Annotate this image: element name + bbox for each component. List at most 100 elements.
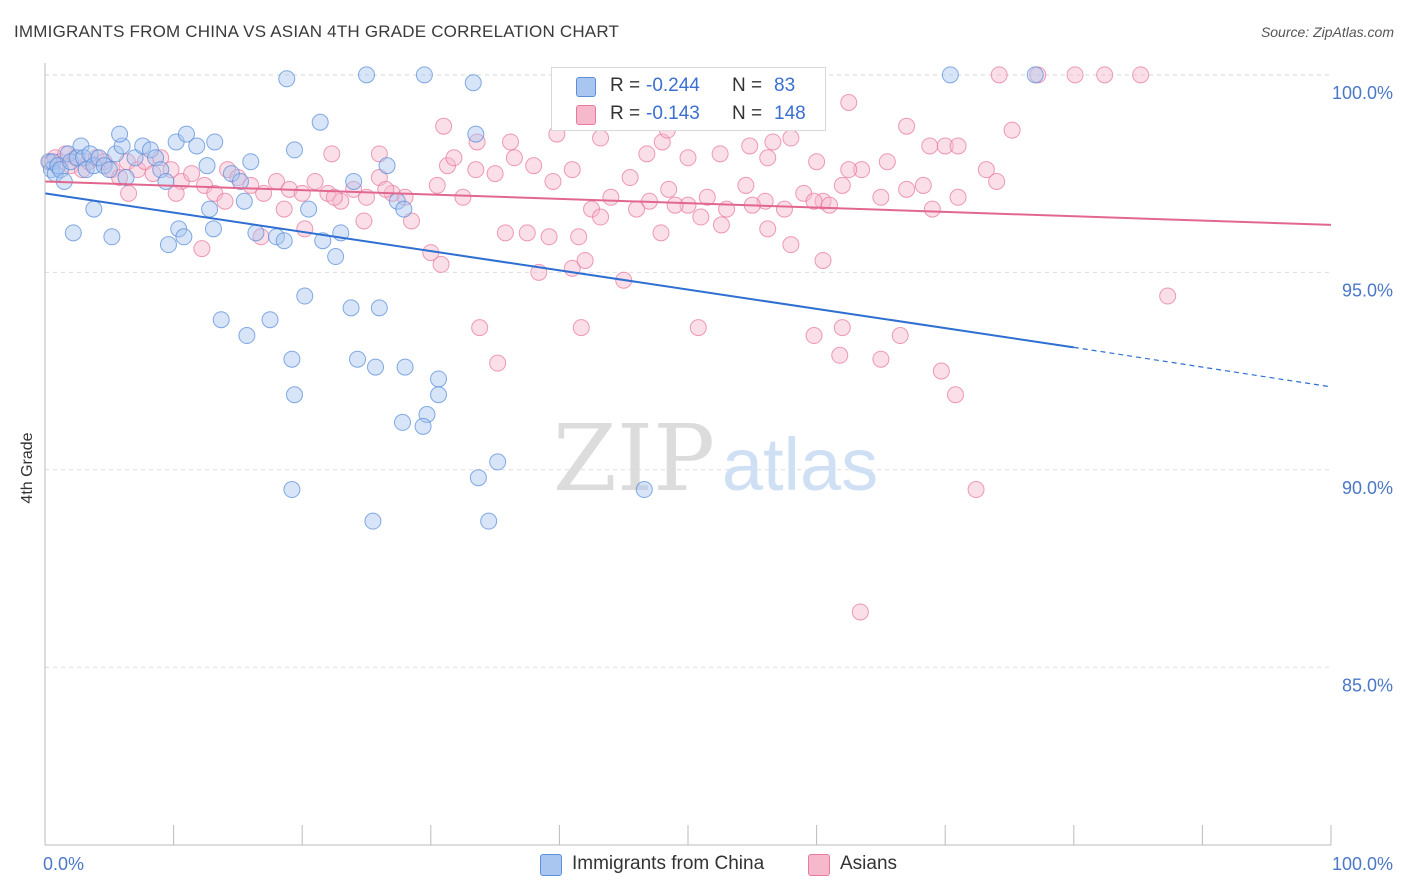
asians-point (505, 149, 523, 167)
asians-point (296, 220, 314, 238)
y-tick-label: 90.0% (1342, 478, 1393, 498)
china-point (275, 232, 293, 250)
china-point (212, 311, 230, 329)
china-point (367, 358, 385, 376)
asians-point (898, 180, 916, 198)
asians-point (782, 129, 800, 147)
asians-point (833, 319, 851, 337)
china-point (117, 169, 135, 187)
china-point (285, 141, 303, 159)
asians-point (323, 145, 341, 163)
legend-swatch-pink (576, 105, 596, 125)
asians-point (502, 133, 520, 151)
asians-point (689, 319, 707, 337)
china-point (201, 200, 219, 218)
asians-point (570, 228, 588, 246)
asians-point (370, 145, 388, 163)
china-point (489, 453, 507, 471)
china-point (469, 469, 487, 487)
asians-point (878, 153, 896, 171)
china-point (204, 220, 222, 238)
asians-point (692, 208, 710, 226)
asians-point (977, 161, 995, 179)
asians-point (275, 200, 293, 218)
trend-lines (44, 180, 1332, 388)
china-point (77, 161, 95, 179)
china-point (345, 172, 363, 190)
asians-point (432, 255, 450, 273)
data-points (40, 66, 1177, 621)
china-point (296, 287, 314, 305)
x-tick-label: 100.0% (1332, 854, 1393, 874)
asians-point (1132, 66, 1150, 84)
china-point (480, 512, 498, 530)
asians-point (851, 603, 869, 621)
asians-point (306, 172, 324, 190)
asians-point (652, 224, 670, 242)
asians-point (759, 149, 777, 167)
asians-point (759, 220, 777, 238)
asians-point (193, 240, 211, 258)
asians-point (923, 200, 941, 218)
y-tick-label: 85.0% (1342, 675, 1393, 695)
asians-point (540, 228, 558, 246)
asians-point (120, 184, 138, 202)
asians-point (741, 137, 759, 155)
watermark-atlas: atlas (722, 423, 878, 506)
asians-point (592, 208, 610, 226)
asians-point (967, 481, 985, 499)
china-point (941, 66, 959, 84)
china-point (157, 172, 175, 190)
china-point (261, 311, 279, 329)
asians-point (949, 137, 967, 155)
china-point (396, 358, 414, 376)
asians-point (403, 212, 421, 230)
china-point (378, 157, 396, 175)
china-point (103, 228, 121, 246)
china-point (327, 248, 345, 266)
asians-point (840, 93, 858, 111)
china-point (278, 70, 296, 88)
asians-point (638, 145, 656, 163)
china-point (283, 350, 301, 368)
asians-point (445, 149, 463, 167)
asians-point (949, 188, 967, 206)
asians-point (518, 224, 536, 242)
china-point (430, 386, 448, 404)
asians-point (572, 319, 590, 337)
china-point (348, 350, 366, 368)
zipatlas-watermark: ZIP atlas (553, 405, 878, 512)
china-point (394, 413, 412, 431)
china-point (188, 137, 206, 155)
china-point (238, 327, 256, 345)
china-point (414, 417, 432, 435)
legend-r-value: -0.244 (646, 75, 700, 96)
asians-point (831, 346, 849, 364)
china-point (206, 133, 224, 151)
legend-n-value: 148 (774, 103, 806, 124)
china-point (370, 299, 388, 317)
asians-point (914, 176, 932, 194)
asians-point (525, 157, 543, 175)
legend-n-label: N = (732, 75, 763, 96)
asians-point (990, 66, 1008, 84)
asians-point (921, 137, 939, 155)
legend-n-label: N = (732, 103, 763, 124)
asians-point (872, 350, 890, 368)
asians-point (805, 327, 823, 345)
china-point (358, 66, 375, 84)
asians-point (711, 145, 729, 163)
asians-point (467, 161, 485, 179)
series-legend: Immigrants from China Asians (0, 853, 1406, 877)
asians-point (775, 200, 793, 218)
series-legend-label: Immigrants from China (572, 853, 765, 874)
china-point (231, 172, 249, 190)
asians-point (660, 180, 678, 198)
china-point (311, 113, 329, 131)
asians-point (698, 188, 716, 206)
asians-point (833, 176, 851, 194)
asians-point (679, 196, 697, 214)
legend-swatch-blue (576, 77, 596, 97)
asians-point (1096, 66, 1114, 84)
y-tick-label: 100.0% (1332, 83, 1393, 103)
